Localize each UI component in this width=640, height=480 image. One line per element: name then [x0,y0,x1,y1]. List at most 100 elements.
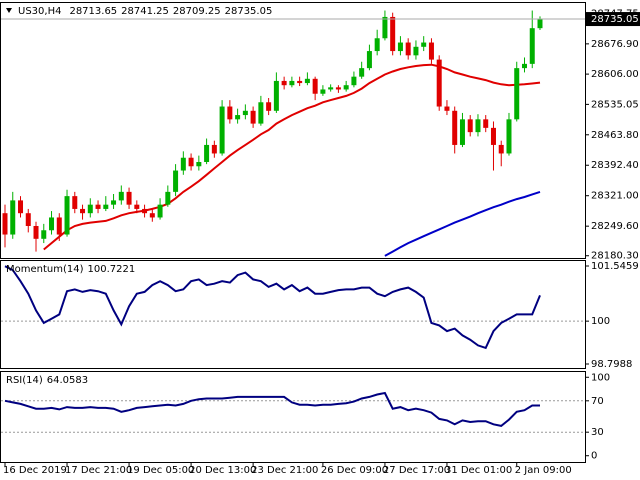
candle-body [382,16,388,39]
candle-body [95,204,101,209]
candle-body [196,162,202,167]
candle-body [390,16,396,52]
x-tick-label: 23 Dec 21:00 [251,465,318,476]
indicator-name: RSI(14) [6,375,43,386]
candle-body [359,68,365,77]
candle-body [219,106,225,154]
ohlc-value: 28735.05 [225,6,273,17]
candle-body [64,196,70,235]
candle-body [211,144,217,154]
candle-body [235,115,241,120]
candle-body [33,226,39,239]
ohlc-value: 28741.25 [121,6,169,17]
x-tick-label: 16 Dec 2019 [3,465,67,476]
candle-body [428,42,434,60]
x-tick-label: 20 Dec 13:00 [189,465,256,476]
indicator-value: 64.0583 [47,375,88,386]
candle-body [266,102,272,111]
x-tick-label: 19 Dec 05:00 [127,465,194,476]
y-tick-label: 100 [591,372,610,383]
candle-body [49,217,55,231]
candle-body [514,68,520,120]
candle-body [10,200,16,235]
candle-body [25,213,31,226]
x-tick-label: 2 Jan 09:00 [515,465,572,476]
header: US30,H4 28713.65 28741.25 28709.25 28735.05 [18,6,272,17]
candle-body [80,208,86,214]
candle-body [490,127,496,145]
indicator-title: Momentum(14) 100.7221 [6,264,135,275]
candle-body [258,102,264,124]
y-tick-label: 70 [591,396,604,407]
candle-body [126,191,132,205]
candle-body [111,200,117,205]
y-tick-label: 28676.90 [591,39,639,50]
x-tick-label: 26 Dec 09:00 [321,465,388,476]
candle-body [405,42,411,56]
y-tick-label: 30 [591,427,604,438]
y-tick-label: 98.7988 [591,359,632,370]
candle-body [483,119,489,128]
candle-body [521,63,527,69]
candle-body [413,46,419,56]
candle-body [188,157,194,167]
candle-body [250,110,256,124]
candle-body [506,119,512,154]
candle-body [134,204,140,209]
candle-body [304,78,310,84]
candle-body [142,208,148,214]
indicator-name: Momentum(14) [6,264,84,275]
y-tick-label: 100 [591,316,610,327]
candle-body [343,85,349,90]
candle-body [18,200,24,214]
candle-body [173,170,179,192]
indicator-line [384,190,541,257]
symbol: US30,H4 [18,6,61,17]
candle-body [41,230,47,239]
candle-body [87,204,93,214]
candle-body [421,42,427,47]
y-tick-label: 0 [591,451,597,462]
menu-arrow [6,8,12,13]
candle-body [436,59,442,107]
x-tick-label: 17 Dec 21:00 [65,465,132,476]
candle-body [498,144,504,154]
candle-body [281,80,287,86]
y-tick-label: 28321.00 [591,191,639,202]
y-tick-label: 28180.30 [591,251,639,262]
candle-body [204,144,210,162]
candle-body [165,191,171,205]
indicator-line [4,391,540,427]
candle-body [149,213,155,218]
candle-body [537,19,543,29]
indicator-value: 100.7221 [88,264,136,275]
candle-body [118,191,124,201]
candle-body [467,119,473,133]
candle-body [328,87,334,90]
y-tick-label: 101.5459 [591,261,639,272]
price-label: 28735.05 [591,14,639,25]
indicator-title: RSI(14) 64.0583 [6,375,88,386]
price-box [586,12,640,27]
candle-body [72,196,78,209]
candle-body [529,28,535,64]
panel-frame [0,260,586,369]
candle-body [397,42,403,52]
candle-body [180,157,186,171]
candle-body [242,110,248,116]
y-tick-label: 28392.40 [591,160,639,171]
y-tick-label: 28463.80 [591,130,639,141]
candle-body [335,87,341,90]
candle-body [297,80,303,84]
x-tick-label: 27 Dec 17:00 [383,465,450,476]
candle-body [56,217,62,235]
candle-body [273,80,279,111]
y-tick-label: 28249.60 [591,221,639,232]
candle-body [103,204,109,209]
indicator-line [43,63,541,251]
y-tick-label: 28535.05 [591,99,639,110]
candle-body [374,38,380,52]
candle-body [459,119,465,145]
candle-body [157,204,163,218]
